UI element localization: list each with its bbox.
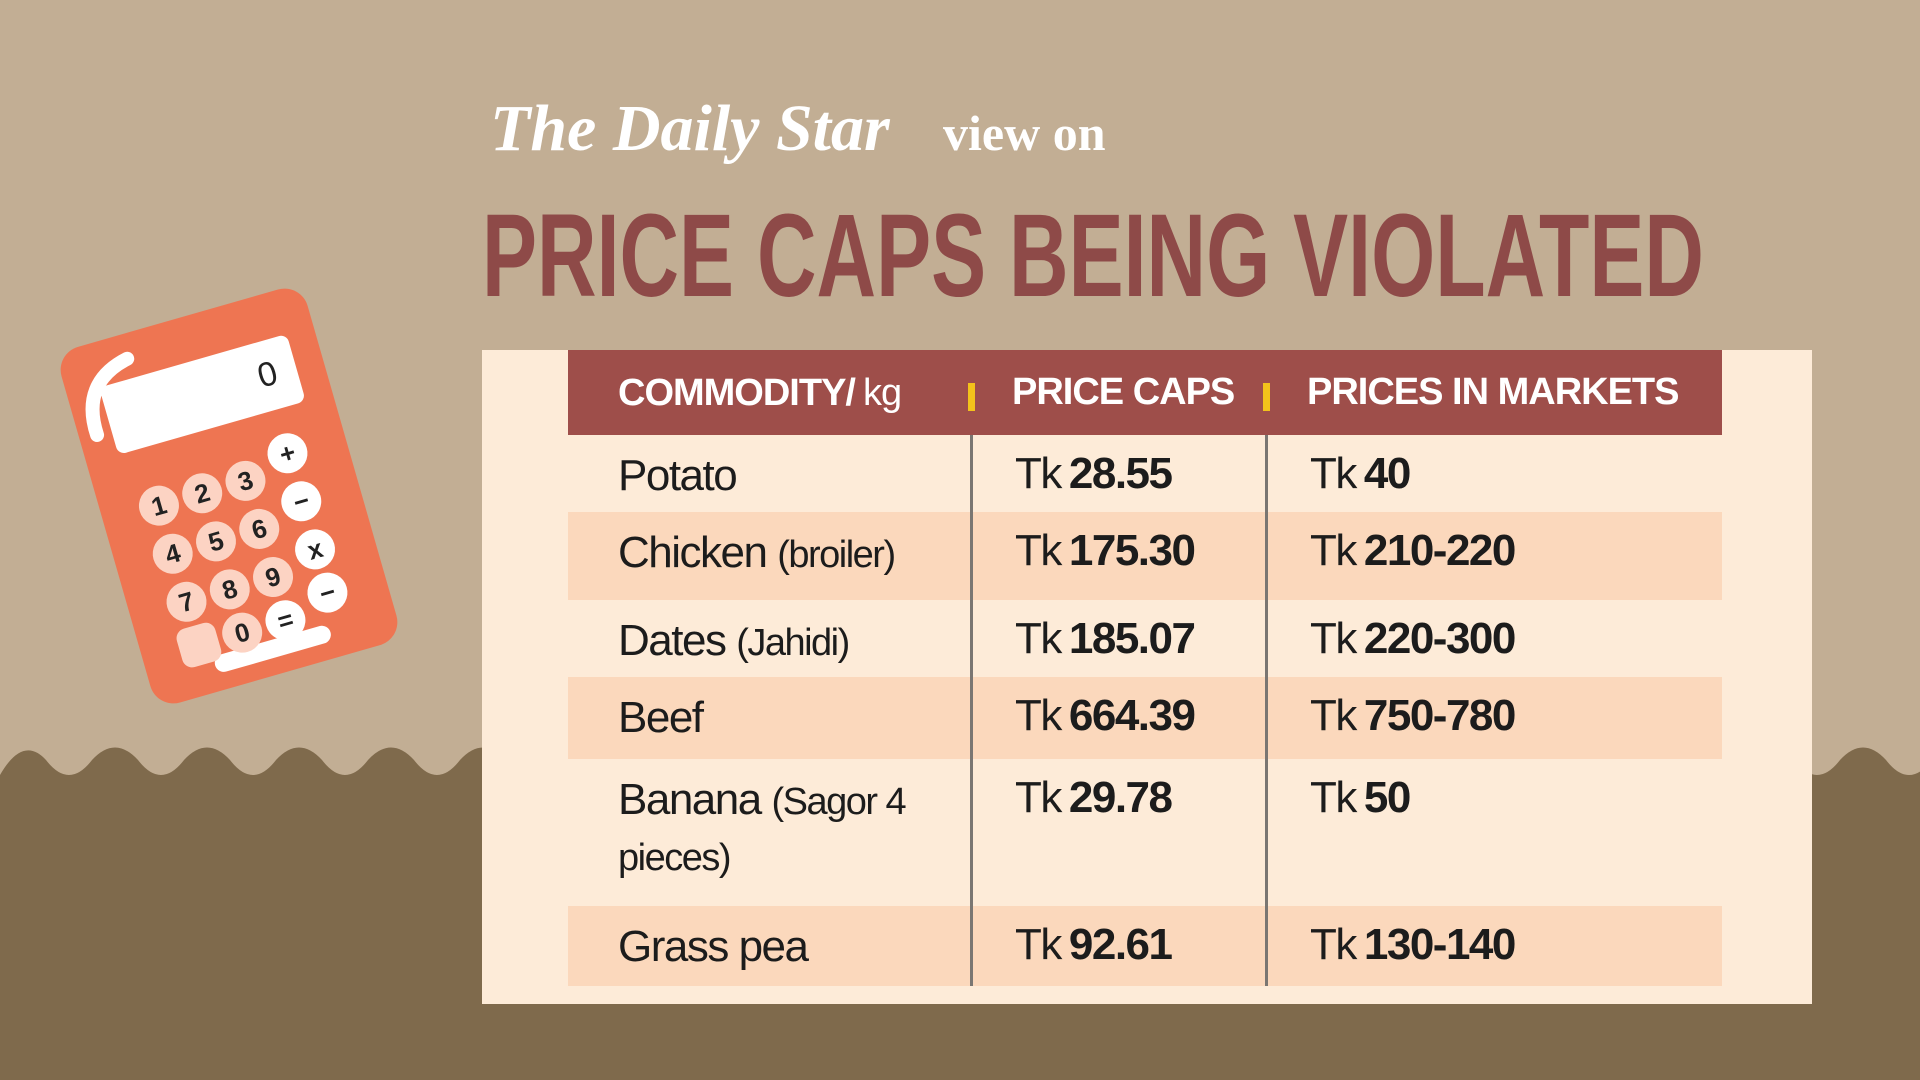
brand-suffix: view on [943, 105, 1106, 161]
price: 185.07 [1068, 614, 1196, 663]
calculator-screen [100, 335, 304, 454]
price: 175.30 [1068, 526, 1196, 575]
header-unit: kg [862, 371, 902, 414]
header-cell: PRICES IN MARKETS [1263, 350, 1722, 435]
currency: Tk [1310, 614, 1357, 663]
calculator-key [295, 529, 336, 570]
table-cell: Chicken (broiler) [568, 512, 970, 600]
headline: PRICE CAPS BEING VIOLATED [482, 190, 1704, 322]
currency: Tk [1310, 773, 1357, 822]
calculator-icon: 0 1 2 3+−4 5 6x7 8 9 −0 = [60, 288, 398, 704]
currency: Tk [1015, 449, 1062, 498]
commodity: Grass pea [618, 920, 809, 974]
price: 28.55 [1068, 449, 1173, 498]
calculator-key [195, 521, 236, 562]
table-cell: Tk 28.55 [970, 435, 1265, 512]
commodity: Dates (Jahidi) [618, 614, 850, 670]
calculator-shine [85, 351, 135, 443]
price: 210-220 [1363, 526, 1516, 575]
table-cell: Banana (Sagor 4 pieces) [568, 759, 970, 906]
calculator-key [281, 481, 322, 522]
currency: Tk [1310, 449, 1357, 498]
calculator-key [307, 572, 348, 613]
table-row: Banana (Sagor 4 pieces) Tk 29.78 Tk 50 [568, 759, 1722, 906]
commodity-note: (Jahidi) [736, 622, 850, 664]
table-cell: Tk 92.61 [970, 906, 1265, 986]
table-cell: Tk 50 [1265, 759, 1722, 906]
calculator-key [166, 581, 207, 622]
commodity-name: Potato [618, 451, 738, 500]
currency: Tk [1015, 691, 1062, 740]
header-label: PRICE CAPS [1012, 371, 1235, 413]
price: 29.78 [1068, 773, 1173, 822]
header-cell: PRICE CAPS [968, 350, 1265, 435]
table-row: Grass pea Tk 92.61 Tk 130-140 [568, 906, 1722, 986]
commodity: Banana (Sagor 4 pieces) [618, 773, 960, 885]
calculator-key [265, 600, 306, 641]
table-cell: Tk 664.39 [970, 677, 1265, 759]
calculator-key [182, 473, 223, 514]
brand: The Daily Star [490, 92, 891, 165]
price: 50 [1363, 773, 1411, 822]
table-row: Potato Tk 28.55 Tk 40 [568, 435, 1722, 512]
price: 40 [1363, 449, 1411, 498]
price: 92.61 [1068, 920, 1173, 969]
calculator-key [176, 622, 222, 668]
calculator-key [152, 533, 193, 574]
currency: Tk [1015, 920, 1062, 969]
table-cell: Tk 210-220 [1265, 512, 1722, 600]
header-label: COMMODITY/ [618, 371, 856, 414]
calculator-key [253, 557, 294, 598]
table-cell: Tk 29.78 [970, 759, 1265, 906]
calculator-key [222, 612, 263, 653]
price-table: COMMODITY/kg PRICE CAPS PRICES IN MARKETS P… [568, 350, 1722, 986]
price: 220-300 [1363, 614, 1516, 663]
table-cell: Tk 185.07 [970, 600, 1265, 677]
commodity-name: Beef [618, 693, 704, 742]
calculator-key [138, 485, 179, 526]
table-row: Dates (Jahidi) Tk 185.07 Tk 220-300 [568, 600, 1722, 677]
table-cell: Tk 175.30 [970, 512, 1265, 600]
calculator-key [239, 508, 280, 549]
currency: Tk [1310, 920, 1357, 969]
table-panel: COMMODITY/kg PRICE CAPS PRICES IN MARKETS P… [482, 350, 1812, 1004]
header-label: PRICES IN MARKETS [1307, 371, 1679, 413]
price: 750-780 [1363, 691, 1516, 740]
table-cell: Beef [568, 677, 970, 759]
table-cell: Tk 40 [1265, 435, 1722, 512]
commodity: Potato [618, 449, 738, 503]
currency: Tk [1310, 691, 1357, 740]
commodity-note: (Sagor 4 pieces) [618, 781, 907, 879]
table-row: Chicken (broiler) Tk 175.30 Tk 210-220 [568, 512, 1722, 600]
commodity: Chicken (broiler) [618, 526, 896, 582]
price: 130-140 [1363, 920, 1516, 969]
commodity-name: Banana [618, 775, 762, 824]
currency: Tk [1015, 526, 1062, 575]
currency: Tk [1310, 526, 1357, 575]
commodity-name: Dates [618, 616, 727, 665]
price: 664.39 [1068, 691, 1196, 740]
calculator-shine [214, 625, 331, 672]
commodity-name: Grass pea [618, 922, 809, 971]
calculator-key [209, 569, 250, 610]
table-cell: Tk 130-140 [1265, 906, 1722, 986]
commodity: Beef [618, 691, 704, 745]
currency: Tk [1015, 614, 1062, 663]
table-cell: Potato [568, 435, 970, 512]
calculator-key [225, 460, 266, 501]
currency: Tk [1015, 773, 1062, 822]
table-cell: Tk 750-780 [1265, 677, 1722, 759]
table-cell: Grass pea [568, 906, 970, 986]
calculator-key [267, 433, 308, 474]
table-cell: Tk 220-300 [1265, 600, 1722, 677]
table-header: COMMODITY/kg PRICE CAPS PRICES IN MARKETS [568, 350, 1722, 435]
header-cell: COMMODITY/kg [568, 350, 970, 435]
table-cell: Dates (Jahidi) [568, 600, 970, 677]
commodity-note: (broiler) [777, 534, 896, 576]
table-row: Beef Tk 664.39 Tk 750-780 [568, 677, 1722, 759]
commodity-name: Chicken [618, 528, 768, 577]
